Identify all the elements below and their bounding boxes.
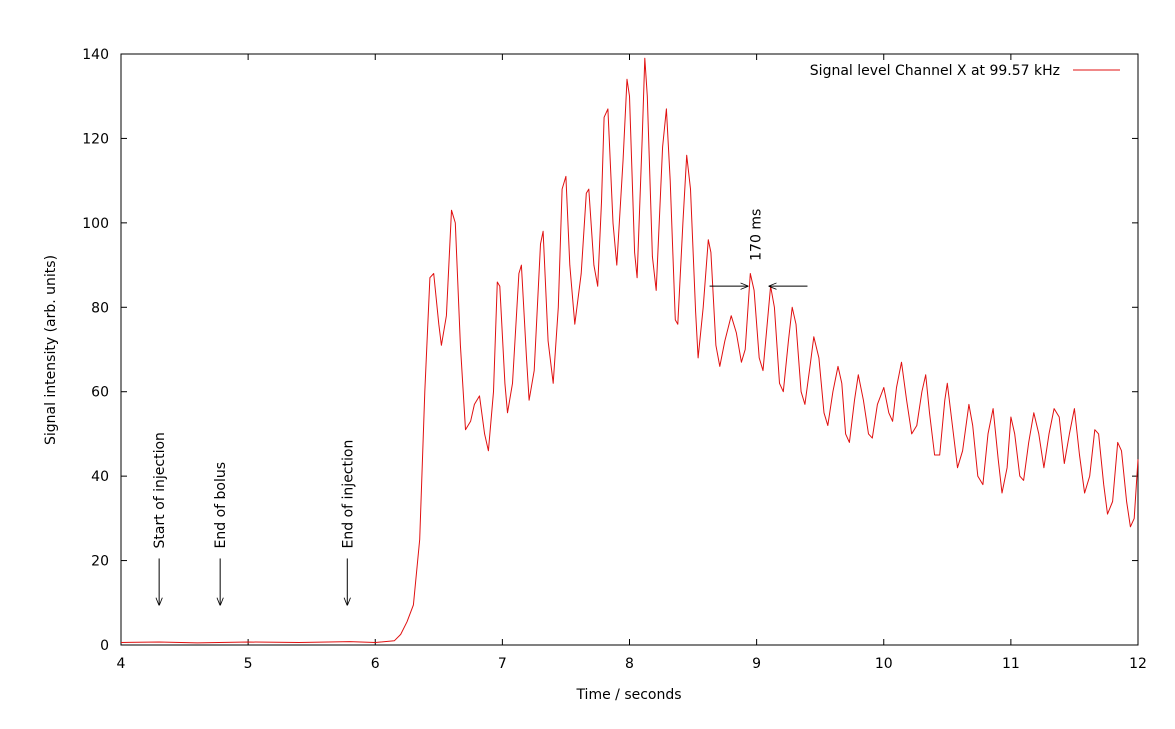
- y-tick-label: 0: [100, 638, 109, 654]
- y-tick-label: 20: [91, 554, 109, 570]
- x-tick-label: 5: [244, 656, 253, 672]
- x-tick-label: 10: [875, 656, 893, 672]
- y-axis-title: Signal intensity (arb. units): [43, 255, 59, 445]
- x-tick-label: 12: [1129, 656, 1147, 672]
- legend-label: Signal level Channel X at 99.57 kHz: [810, 63, 1060, 79]
- annotation-label: Start of injection: [152, 432, 168, 548]
- y-tick-label: 120: [82, 131, 109, 147]
- series-line: [120, 57, 1139, 644]
- series-group: [120, 57, 1139, 644]
- y-tick-label: 40: [91, 469, 109, 485]
- interval-label: 170 ms: [749, 209, 765, 261]
- x-tick-label: 7: [498, 656, 507, 672]
- x-tick-label: 9: [752, 656, 761, 672]
- y-tick-label: 140: [82, 47, 109, 63]
- annotation-label: End of injection: [340, 440, 356, 549]
- y-tick-label: 80: [91, 300, 109, 316]
- annotations: Start of injection End of bolus End of inj…: [152, 209, 808, 605]
- plot-frame: [120, 53, 1139, 646]
- x-axis-title: Time / seconds: [575, 687, 681, 703]
- x-tick-label: 4: [117, 656, 126, 672]
- x-tick-label: 8: [625, 656, 634, 672]
- y-tick-label: 60: [91, 385, 109, 401]
- annotation-label: End of bolus: [213, 462, 229, 549]
- x-tick-label: 6: [371, 656, 380, 672]
- legend: Signal level Channel X at 99.57 kHz: [810, 63, 1120, 79]
- x-tick-label: 11: [1002, 656, 1020, 672]
- y-tick-label: 100: [82, 216, 109, 232]
